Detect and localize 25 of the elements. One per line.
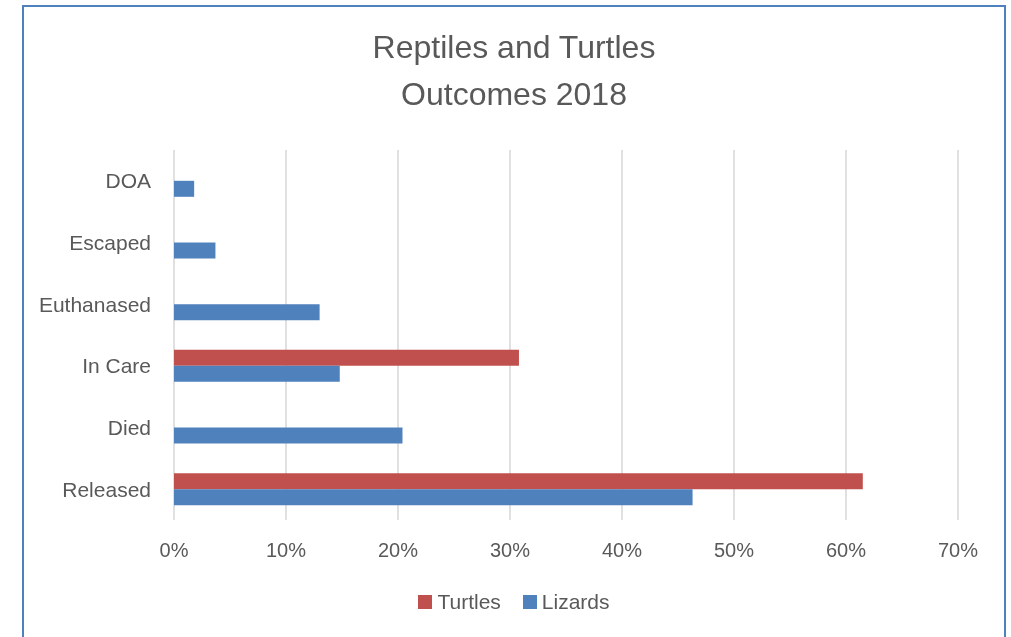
x-tick-label: 60% [825,539,867,562]
y-tick-label: Escaped [69,230,151,254]
x-tick-label: 50% [713,539,755,562]
x-tick-label: 30% [489,539,531,562]
x-tick-label: 0% [159,539,189,562]
legend-label: Turtles [437,590,501,614]
x-tick-label: 10% [265,539,307,562]
y-tick-label: Released [62,477,151,501]
bar [174,427,403,444]
bar [174,489,693,506]
legend-label: Lizards [541,590,610,614]
bar [174,349,519,366]
bar [174,304,320,321]
y-tick-label: Euthanased [38,292,151,316]
y-tick-label: Died [107,415,151,439]
bar [174,365,340,382]
y-tick-label: DOA [105,169,151,193]
x-tick-label: 20% [377,539,419,562]
chart-title: Reptiles and Turtles Outcomes 2018 [371,28,657,114]
y-tick-label: In Care [82,354,151,378]
x-tick-label: 70% [937,539,979,562]
x-tick-label: 40% [601,539,643,562]
bar [174,180,195,197]
bar [174,473,863,490]
bar [174,242,216,259]
